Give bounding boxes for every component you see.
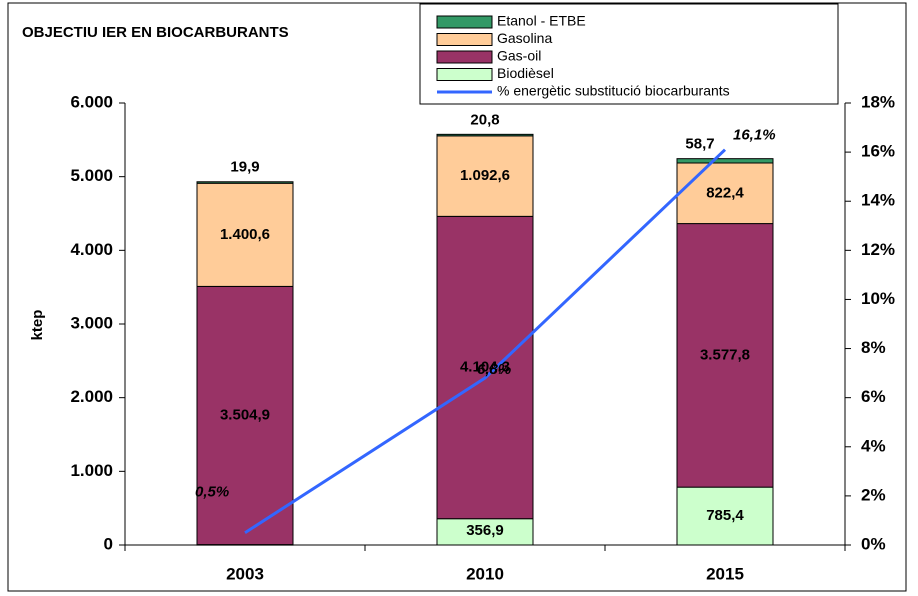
legend-label: Etanol - ETBE	[497, 13, 586, 29]
bar-segment	[676, 158, 774, 164]
line-series	[244, 148, 727, 534]
data-label: 822,4	[706, 184, 744, 201]
x-tick-label: 2010	[466, 564, 504, 583]
y-tick-label: 1.000	[70, 461, 113, 480]
bar-segment	[676, 486, 774, 546]
y2-tick-label: 14%	[861, 191, 895, 210]
legend-swatch	[436, 50, 493, 64]
line-label: 0,5%	[195, 484, 229, 501]
legend-label: Biodièsel	[497, 65, 554, 81]
data-label: 58,7	[685, 136, 714, 153]
data-label: 3.577,8	[700, 346, 750, 363]
y2-tick-label: 10%	[861, 289, 895, 308]
y2-tick-label: 18%	[861, 92, 895, 111]
bar-segment	[676, 223, 774, 488]
y-axis-label: ktep	[29, 310, 46, 341]
y2-tick-label: 12%	[861, 240, 895, 259]
data-label: 3.504,9	[220, 406, 270, 423]
bar-segment	[676, 162, 774, 225]
line-label: 6,8%	[477, 361, 511, 378]
y2-tick-label: 16%	[861, 142, 895, 161]
bar-segment	[436, 135, 534, 217]
x-tick-label: 2003	[226, 564, 264, 583]
legend-swatch	[436, 68, 493, 81]
legend-swatch	[436, 33, 493, 46]
data-label: 785,4	[706, 507, 744, 524]
chart-title: OBJECTIU IER EN BIOCARBURANTS	[22, 24, 289, 41]
bar-segment	[196, 181, 294, 184]
y-tick-label: 4.000	[70, 240, 113, 259]
line-label: 16,1%	[733, 127, 776, 144]
bar-segment	[436, 133, 534, 137]
y2-tick-label: 2%	[861, 485, 886, 504]
y2-tick-label: 8%	[861, 338, 886, 357]
y-tick-label: 5.000	[70, 166, 113, 185]
y-tick-label: 0	[104, 534, 113, 553]
y2-tick-label: 6%	[861, 387, 886, 406]
bar-segment	[436, 518, 534, 546]
x-tick-label: 2015	[706, 564, 744, 583]
y-tick-label: 6.000	[70, 92, 113, 111]
bar-segment	[196, 182, 294, 287]
data-label: 1.400,6	[220, 226, 270, 243]
legend-swatch	[436, 15, 493, 29]
bar-segment	[196, 285, 294, 546]
data-label: 20,8	[470, 111, 499, 128]
data-label: 356,9	[466, 522, 504, 539]
y2-tick-label: 4%	[861, 436, 886, 455]
y-tick-label: 2.000	[70, 387, 113, 406]
data-label: 4.104,3	[460, 359, 510, 376]
y2-tick-label: 0%	[861, 534, 886, 553]
legend-label: Gasolina	[497, 30, 552, 46]
data-label: 19,9	[230, 159, 259, 176]
y-tick-label: 3.000	[70, 313, 113, 332]
data-label: 1.092,6	[460, 167, 510, 184]
legend-label: % energètic substitució biocarburants	[497, 83, 730, 99]
legend-label: Gas-oil	[497, 48, 541, 64]
bar-segment	[436, 215, 534, 520]
